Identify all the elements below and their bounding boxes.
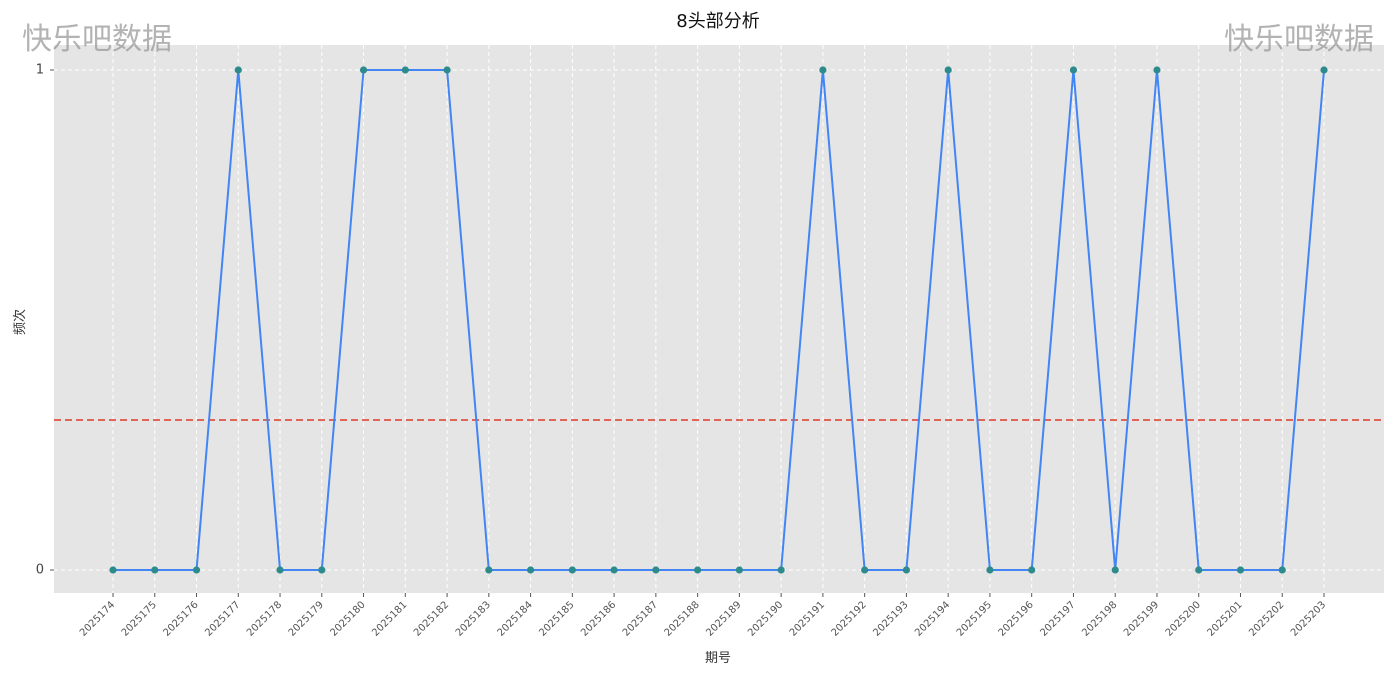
data-point [861,566,869,574]
data-point [777,566,785,574]
x-axis-label: 期号 [705,651,731,666]
data-point [109,566,117,574]
data-point [234,66,242,74]
x-tick-label: 2025190 [746,599,785,638]
x-tick-label: 2025199 [1122,599,1161,638]
data-point [1111,566,1119,574]
data-point [1069,66,1078,74]
x-tick-label: 2025201 [1205,599,1244,638]
plot-background [54,45,1384,593]
x-tick-label: 2025189 [704,599,743,638]
x-tick-label: 2025196 [997,599,1036,638]
data-point [1153,66,1161,74]
watermark-left: 快乐吧数据 [22,22,172,57]
x-tick-label: 2025202 [1247,599,1286,638]
x-axis-ticks: 2025174 2025175 2025176 2025177 2025178 20251… [78,593,1328,639]
x-tick-label: 2025183 [454,599,493,638]
data-point [735,566,743,574]
x-tick-label: 2025200 [1164,599,1203,638]
y-axis-ticks: 01 [36,63,54,578]
series-layer [109,66,1328,574]
data-point [526,566,535,574]
x-tick-label: 2025191 [788,599,827,638]
data-point [1028,566,1036,574]
x-tick-label: 2025194 [913,599,952,638]
x-tick-label: 2025179 [287,599,326,638]
data-point [318,566,326,574]
x-tick-label: 2025175 [120,599,159,638]
data-point [944,66,952,74]
x-tick-label: 2025186 [579,599,618,638]
data-point [568,566,576,574]
data-point [902,566,911,574]
x-tick-label: 2025198 [1080,599,1119,638]
x-tick-label: 2025192 [830,599,869,638]
y-axis-label: 频次 [12,309,28,335]
x-tick-label: 2025187 [621,599,660,638]
data-point [359,66,368,74]
series-line [113,69,1325,571]
x-tick-label: 2025188 [663,599,702,638]
data-point [1236,566,1245,574]
x-tick-label: 2025180 [329,599,368,638]
x-tick-label: 2025195 [955,599,994,638]
y-tick-label: 1 [36,63,44,78]
x-tick-label: 2025176 [161,599,200,638]
data-point [485,566,493,574]
x-tick-label: 2025174 [78,599,117,638]
data-point [443,66,451,74]
data-point [986,566,994,574]
y-tick-label: 0 [36,563,44,578]
x-tick-label: 2025178 [245,599,284,638]
data-point [1195,566,1203,574]
x-tick-label: 2025185 [537,599,576,638]
data-point [276,566,284,574]
data-point [192,566,201,574]
watermark-right: 快乐吧数据 [1224,22,1374,57]
data-point [694,566,702,574]
x-tick-label: 2025181 [370,599,409,638]
x-tick-label: 2025197 [1038,599,1077,638]
data-point [401,66,409,74]
data-point [1320,66,1328,74]
data-point [819,66,827,74]
data-point [1278,566,1286,574]
x-tick-label: 2025193 [871,599,910,638]
data-point [652,566,660,574]
data-point [610,566,618,574]
x-tick-label: 2025182 [412,599,451,638]
x-tick-label: 2025177 [203,599,242,638]
x-tick-label: 2025203 [1289,599,1328,638]
data-point [151,566,159,574]
chart-title: 8头部分析 [676,11,759,32]
x-tick-label: 2025184 [496,599,535,638]
